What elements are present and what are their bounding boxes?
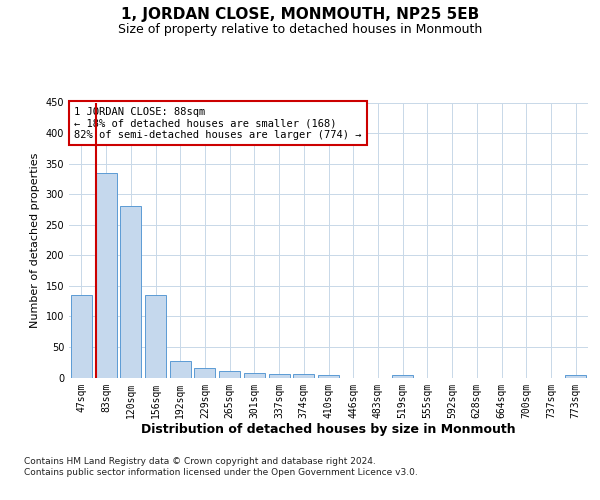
Text: Distribution of detached houses by size in Monmouth: Distribution of detached houses by size … (142, 422, 516, 436)
Bar (71, 295, 92, 378)
Bar (194, 368, 215, 378)
Bar (120, 206, 141, 378)
Text: 1 JORDAN CLOSE: 88sqm
← 18% of detached houses are smaller (168)
82% of semi-det: 1 JORDAN CLOSE: 88sqm ← 18% of detached … (74, 106, 362, 140)
Text: Size of property relative to detached houses in Monmouth: Size of property relative to detached ho… (118, 22, 482, 36)
Bar (95, 173, 116, 378)
Bar (170, 361, 191, 378)
Bar (244, 373, 265, 378)
Y-axis label: Number of detached properties: Number of detached properties (30, 152, 40, 328)
Bar (145, 295, 166, 378)
Bar (565, 375, 586, 378)
Bar (269, 374, 290, 378)
Bar (392, 375, 413, 378)
Text: Contains HM Land Registry data © Crown copyright and database right 2024.
Contai: Contains HM Land Registry data © Crown c… (24, 458, 418, 477)
Bar (293, 374, 314, 378)
Bar (219, 371, 240, 378)
Text: 1, JORDAN CLOSE, MONMOUTH, NP25 5EB: 1, JORDAN CLOSE, MONMOUTH, NP25 5EB (121, 8, 479, 22)
Bar (318, 375, 339, 378)
